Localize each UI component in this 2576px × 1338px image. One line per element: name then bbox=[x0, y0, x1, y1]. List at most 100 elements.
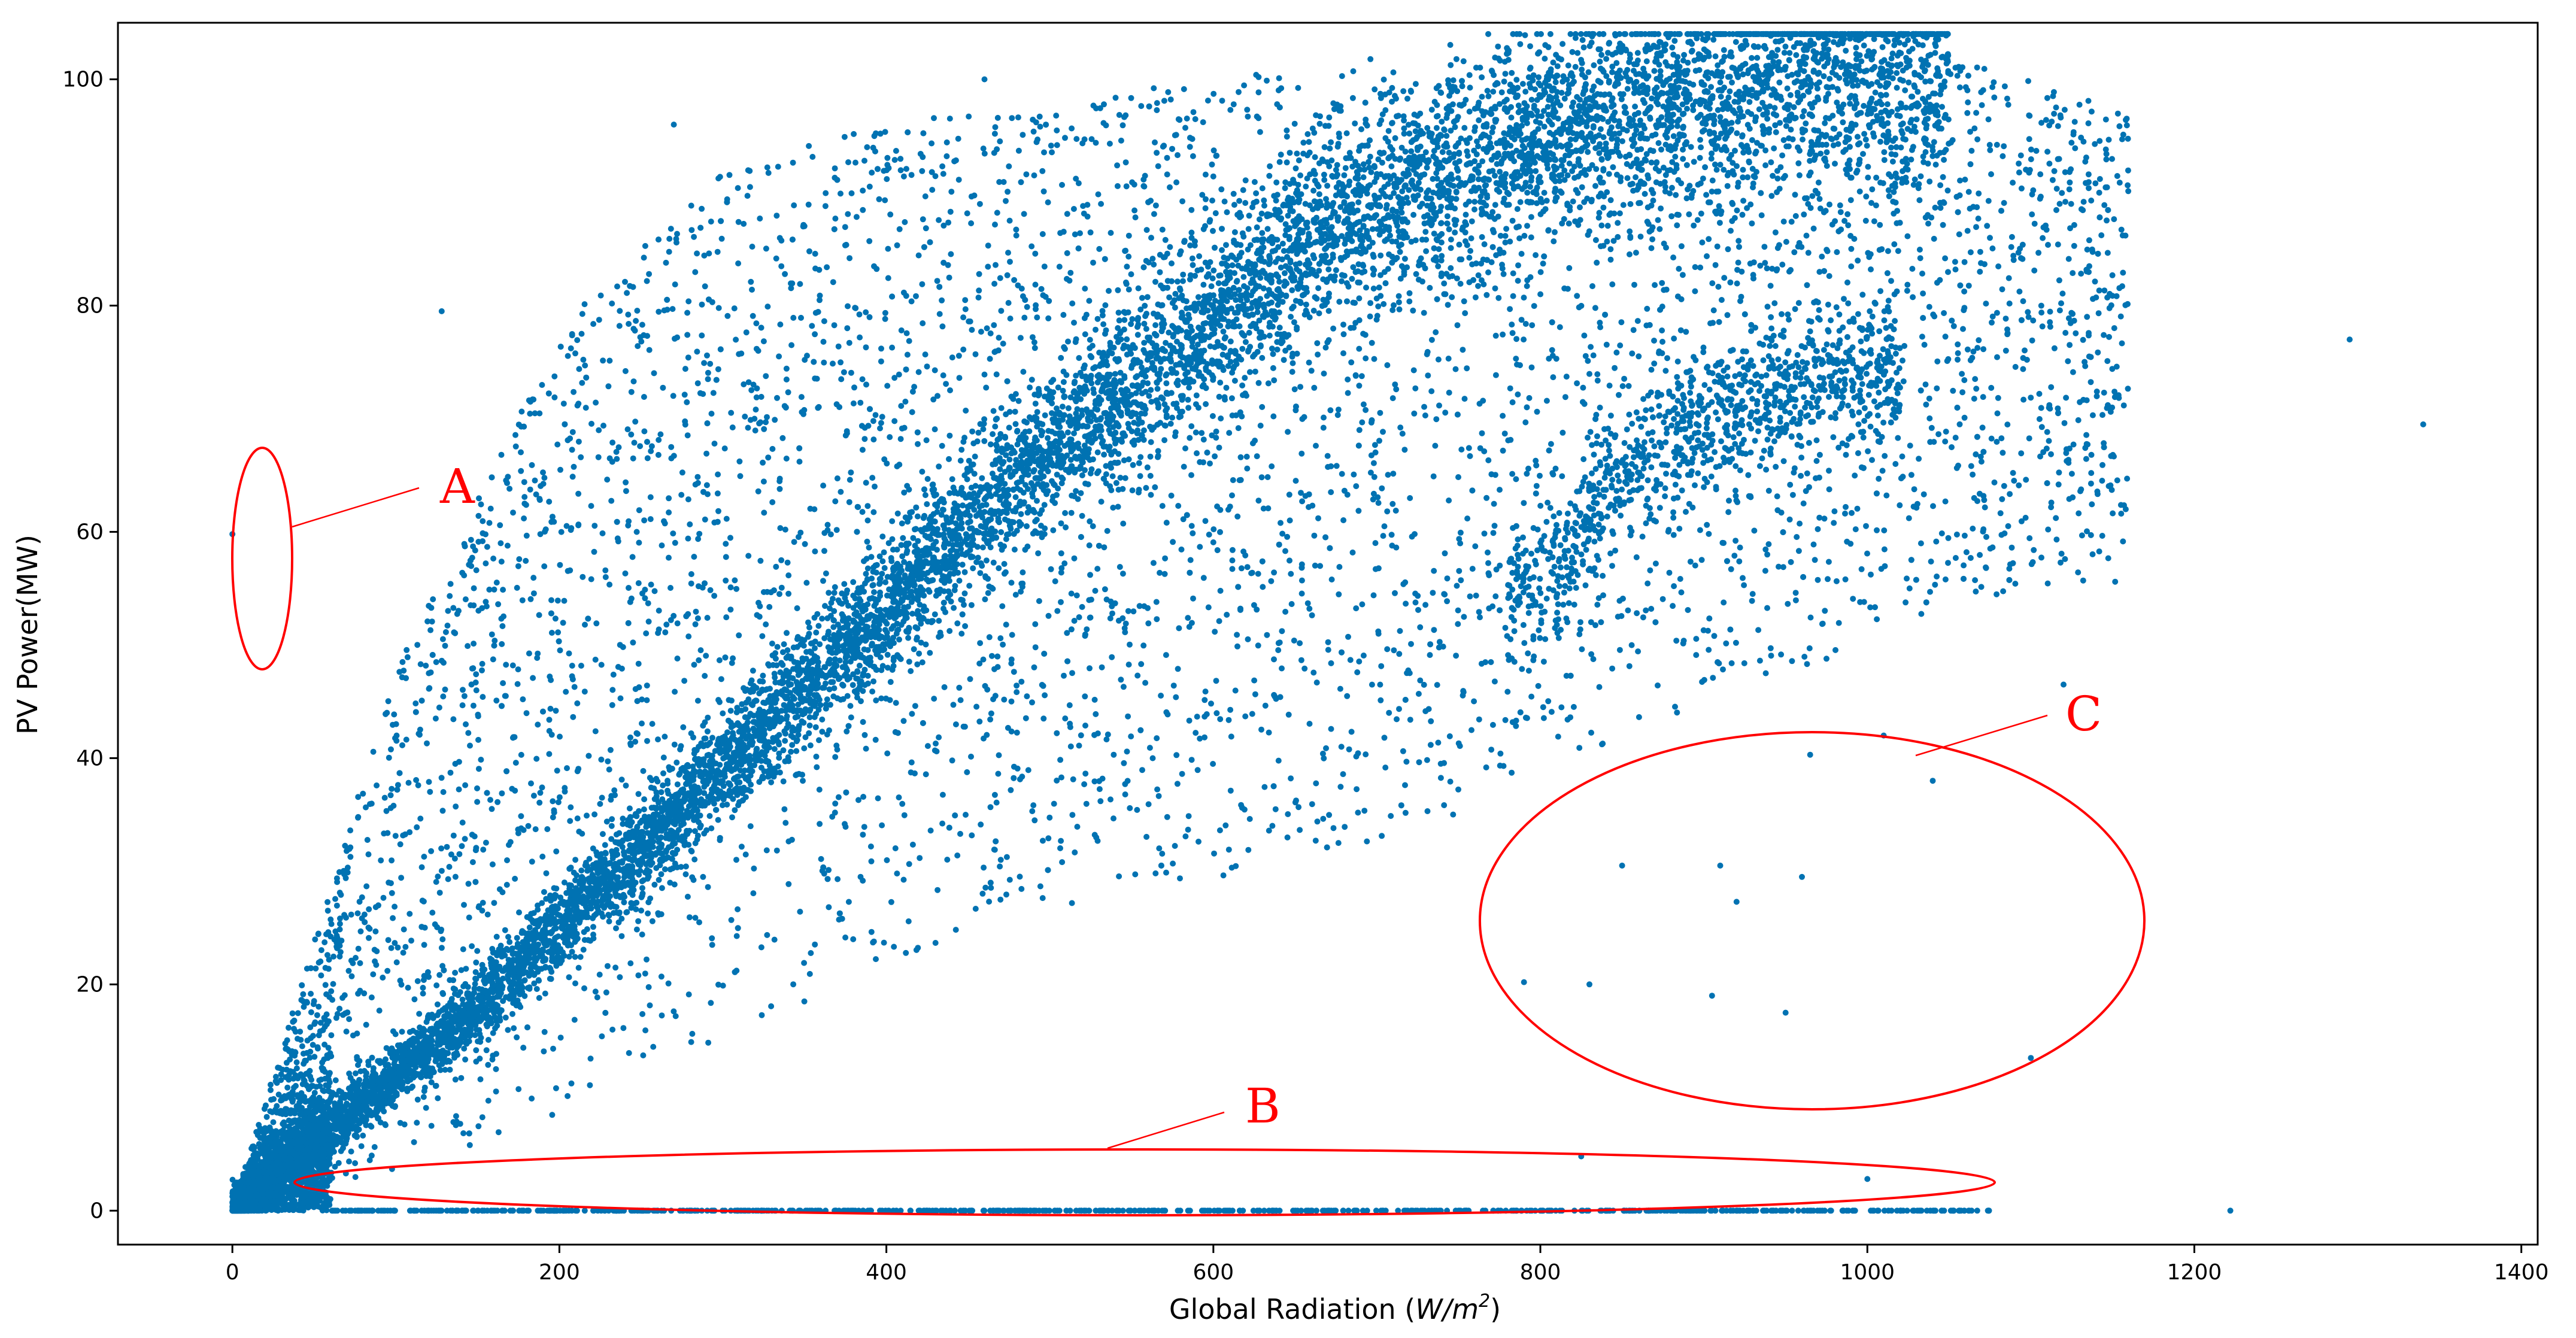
data-point bbox=[771, 746, 778, 753]
data-point bbox=[1624, 66, 1631, 73]
data-point bbox=[1708, 84, 1715, 90]
data-point bbox=[734, 705, 741, 711]
data-point bbox=[881, 565, 888, 571]
data-point bbox=[889, 518, 896, 524]
data-point bbox=[1779, 37, 1785, 44]
data-point bbox=[1567, 207, 1573, 214]
data-point bbox=[1786, 50, 1793, 56]
data-point bbox=[1888, 144, 1894, 151]
data-point bbox=[1121, 457, 1127, 463]
data-point bbox=[383, 1056, 389, 1063]
data-point bbox=[1372, 164, 1378, 171]
data-point bbox=[1071, 430, 1077, 436]
data-point bbox=[658, 789, 665, 796]
data-point bbox=[377, 1058, 383, 1064]
data-point bbox=[420, 1094, 427, 1100]
data-point bbox=[1559, 143, 1565, 150]
data-point bbox=[1700, 175, 1706, 182]
data-point bbox=[1670, 133, 1677, 139]
data-point bbox=[781, 641, 787, 648]
data-point bbox=[1925, 53, 1932, 59]
data-point bbox=[1592, 183, 1598, 189]
data-point bbox=[1340, 350, 1346, 357]
data-point bbox=[1280, 202, 1287, 209]
data-point bbox=[577, 954, 584, 960]
data-point bbox=[1622, 104, 1628, 111]
data-point bbox=[1872, 89, 1879, 96]
data-point bbox=[979, 475, 985, 481]
data-point bbox=[1779, 152, 1786, 159]
data-point bbox=[1604, 223, 1611, 229]
data-point bbox=[493, 1002, 499, 1009]
data-point bbox=[1220, 328, 1227, 335]
data-point bbox=[1054, 405, 1060, 412]
data-point bbox=[729, 697, 735, 704]
data-point bbox=[416, 1011, 423, 1017]
data-point bbox=[1773, 53, 1779, 59]
data-point bbox=[1546, 119, 1553, 125]
data-point bbox=[229, 1176, 236, 1183]
data-point bbox=[902, 615, 909, 622]
data-point bbox=[639, 885, 645, 891]
data-point bbox=[1746, 99, 1753, 105]
data-point bbox=[1914, 89, 1921, 95]
data-point bbox=[1655, 140, 1662, 146]
data-point bbox=[1788, 126, 1794, 133]
data-point bbox=[1163, 380, 1170, 387]
data-point bbox=[1187, 435, 1193, 441]
data-point bbox=[1045, 435, 1051, 441]
data-point bbox=[1221, 254, 1227, 261]
data-point bbox=[623, 782, 629, 789]
data-point bbox=[1837, 202, 1843, 208]
data-point bbox=[1160, 345, 1166, 352]
data-point bbox=[676, 772, 682, 778]
data-point bbox=[1101, 451, 1108, 458]
data-point bbox=[1190, 262, 1196, 268]
data-point bbox=[1379, 111, 1386, 117]
data-point bbox=[1412, 81, 1419, 87]
data-point bbox=[1502, 233, 1509, 239]
data-point bbox=[1585, 69, 1592, 75]
data-point bbox=[1304, 219, 1310, 226]
data-point bbox=[526, 924, 533, 931]
data-point bbox=[803, 649, 810, 655]
data-point bbox=[1684, 105, 1690, 112]
data-point bbox=[751, 762, 758, 769]
data-point bbox=[1297, 172, 1304, 178]
data-point bbox=[1400, 171, 1407, 177]
data-point bbox=[1489, 209, 1496, 216]
data-point bbox=[1680, 156, 1686, 162]
data-point bbox=[1223, 384, 1230, 391]
data-point bbox=[813, 629, 820, 636]
data-point bbox=[624, 909, 630, 915]
data-point bbox=[1423, 248, 1430, 254]
data-points-layer bbox=[229, 31, 2426, 1214]
data-point bbox=[1015, 398, 1022, 404]
data-point bbox=[1471, 206, 1477, 213]
data-point bbox=[1759, 123, 1766, 129]
data-point bbox=[1259, 403, 1266, 410]
data-point bbox=[1406, 298, 1413, 305]
data-point bbox=[782, 730, 788, 737]
data-point bbox=[1717, 162, 1724, 168]
data-point bbox=[1519, 81, 1526, 87]
data-point bbox=[641, 806, 647, 812]
data-point bbox=[1847, 101, 1853, 107]
data-point bbox=[1509, 217, 1516, 224]
data-point bbox=[1328, 139, 1334, 145]
data-point bbox=[1515, 102, 1522, 109]
data-point bbox=[1026, 428, 1033, 435]
data-point bbox=[1388, 163, 1395, 169]
data-point bbox=[748, 788, 754, 794]
data-point bbox=[572, 954, 578, 960]
data-point bbox=[1710, 37, 1717, 43]
data-point bbox=[1780, 137, 1787, 143]
data-point bbox=[1513, 77, 1520, 83]
data-point bbox=[1100, 438, 1106, 444]
data-point bbox=[1349, 95, 1356, 101]
data-point bbox=[1911, 82, 1917, 89]
data-point bbox=[1537, 82, 1544, 89]
data-point bbox=[1155, 301, 1161, 308]
data-point bbox=[914, 513, 921, 520]
data-point bbox=[1680, 57, 1686, 64]
